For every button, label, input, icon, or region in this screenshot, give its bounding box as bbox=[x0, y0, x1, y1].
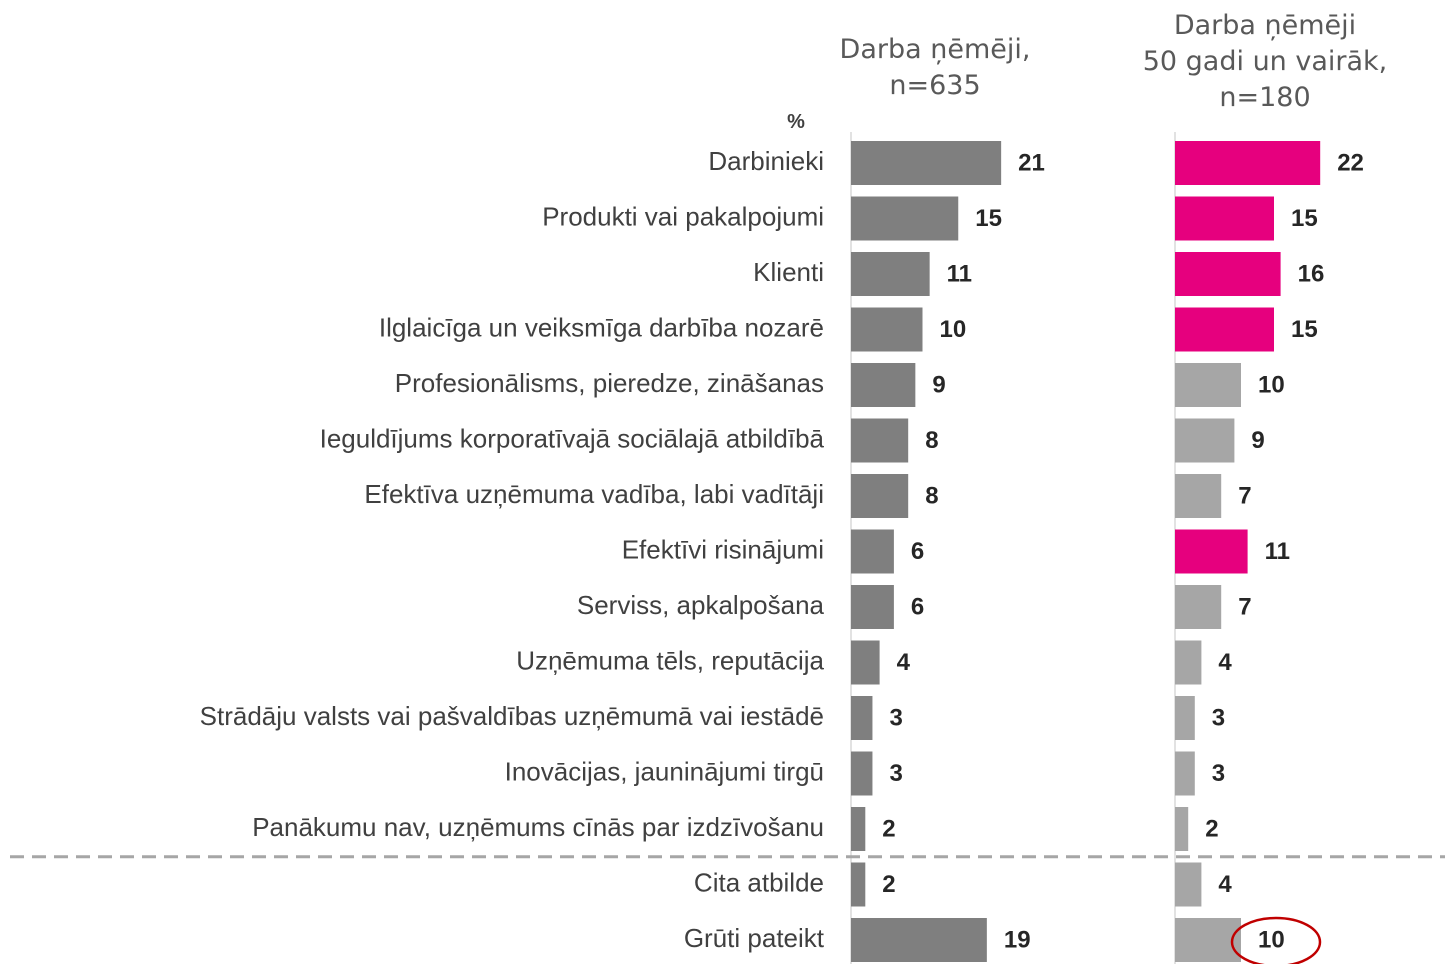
value-label: 8 bbox=[925, 482, 938, 509]
value-label: 10 bbox=[1258, 926, 1285, 953]
category-label: Produkti vai pakalpojumi bbox=[542, 201, 824, 231]
value-label: 7 bbox=[1238, 593, 1251, 620]
category-label: Ilglaicīga un veiksmīga darbība nozarē bbox=[379, 312, 824, 342]
bar bbox=[1175, 307, 1274, 352]
bar bbox=[851, 474, 909, 518]
value-label: 16 bbox=[1298, 260, 1325, 287]
bar bbox=[1175, 141, 1321, 185]
value-label: 2 bbox=[882, 815, 895, 842]
category-label: Inovācijas, jauninājumi tirgū bbox=[505, 756, 824, 786]
bar bbox=[851, 252, 930, 296]
bar bbox=[1175, 196, 1274, 241]
series-header: Darba ņēmēji, n=635 bbox=[839, 34, 1031, 101]
bar bbox=[851, 751, 873, 796]
value-label: 4 bbox=[1218, 871, 1232, 898]
bar bbox=[1175, 751, 1195, 796]
bar bbox=[1175, 585, 1222, 629]
value-label: 3 bbox=[889, 704, 902, 731]
value-label: 15 bbox=[1291, 205, 1318, 232]
value-label: 8 bbox=[925, 427, 938, 454]
value-label: 15 bbox=[975, 205, 1002, 232]
category-label: Klienti bbox=[753, 257, 824, 287]
value-label: 11 bbox=[947, 260, 972, 287]
value-label: 11 bbox=[1265, 538, 1290, 565]
value-label: 4 bbox=[897, 649, 911, 676]
bar bbox=[1175, 862, 1202, 907]
category-label: Profesionālisms, pieredze, zināšanas bbox=[395, 368, 824, 398]
bar bbox=[1175, 807, 1189, 851]
bar bbox=[1175, 252, 1281, 296]
value-label: 3 bbox=[889, 760, 902, 787]
series-header: Darba ņēmēji 50 gadi un vairāk, n=180 bbox=[1142, 10, 1388, 113]
value-label: 9 bbox=[1251, 427, 1264, 454]
bar bbox=[851, 807, 866, 851]
category-label: Darbinieki bbox=[708, 146, 824, 176]
bar bbox=[1175, 474, 1222, 518]
value-label: 6 bbox=[911, 593, 924, 620]
category-label: Strādāju valsts vai pašvaldības uzņēmumā… bbox=[200, 701, 824, 731]
category-label: Cita atbilde bbox=[694, 867, 824, 897]
value-label: 10 bbox=[940, 316, 967, 343]
bar bbox=[851, 585, 894, 629]
bar bbox=[851, 696, 873, 740]
value-label: 15 bbox=[1291, 316, 1318, 343]
category-label: Serviss, apkalpošana bbox=[577, 590, 825, 620]
bar bbox=[1175, 918, 1241, 962]
category-label: Ieguldījums korporatīvajā sociālajā atbi… bbox=[320, 423, 825, 453]
value-label: 4 bbox=[1218, 649, 1232, 676]
value-label: 21 bbox=[1018, 149, 1045, 176]
bar bbox=[1175, 529, 1248, 574]
bar bbox=[851, 363, 916, 407]
value-label: 10 bbox=[1258, 371, 1285, 398]
bar bbox=[851, 418, 909, 463]
value-label: 3 bbox=[1212, 704, 1225, 731]
category-label: Efektīva uzņēmuma vadība, labi vadītāji bbox=[364, 479, 824, 509]
bar bbox=[851, 196, 959, 241]
bar bbox=[851, 640, 880, 685]
value-label: 2 bbox=[1205, 815, 1218, 842]
bar bbox=[1175, 418, 1235, 463]
value-label: 2 bbox=[882, 871, 895, 898]
value-label: 22 bbox=[1337, 149, 1364, 176]
bar bbox=[1175, 640, 1202, 685]
bar bbox=[1175, 696, 1195, 740]
unit-label: % bbox=[787, 111, 805, 133]
value-label: 3 bbox=[1212, 760, 1225, 787]
category-label: Uzņēmuma tēls, reputācija bbox=[516, 645, 824, 675]
value-label: 19 bbox=[1004, 926, 1031, 953]
bar bbox=[851, 141, 1002, 185]
highlight-circle bbox=[1230, 916, 1322, 964]
bar bbox=[851, 862, 866, 907]
value-label: 7 bbox=[1238, 482, 1251, 509]
value-label: 6 bbox=[911, 538, 924, 565]
category-label: Efektīvi risinājumi bbox=[622, 534, 824, 564]
bar bbox=[1175, 363, 1241, 407]
bar bbox=[851, 529, 894, 574]
bar bbox=[851, 918, 987, 962]
category-label: Grūti pateikt bbox=[684, 923, 825, 953]
bar bbox=[851, 307, 923, 352]
value-label: 9 bbox=[932, 371, 945, 398]
category-label: Panākumu nav, uzņēmums cīnās par izdzīvo… bbox=[252, 812, 824, 842]
